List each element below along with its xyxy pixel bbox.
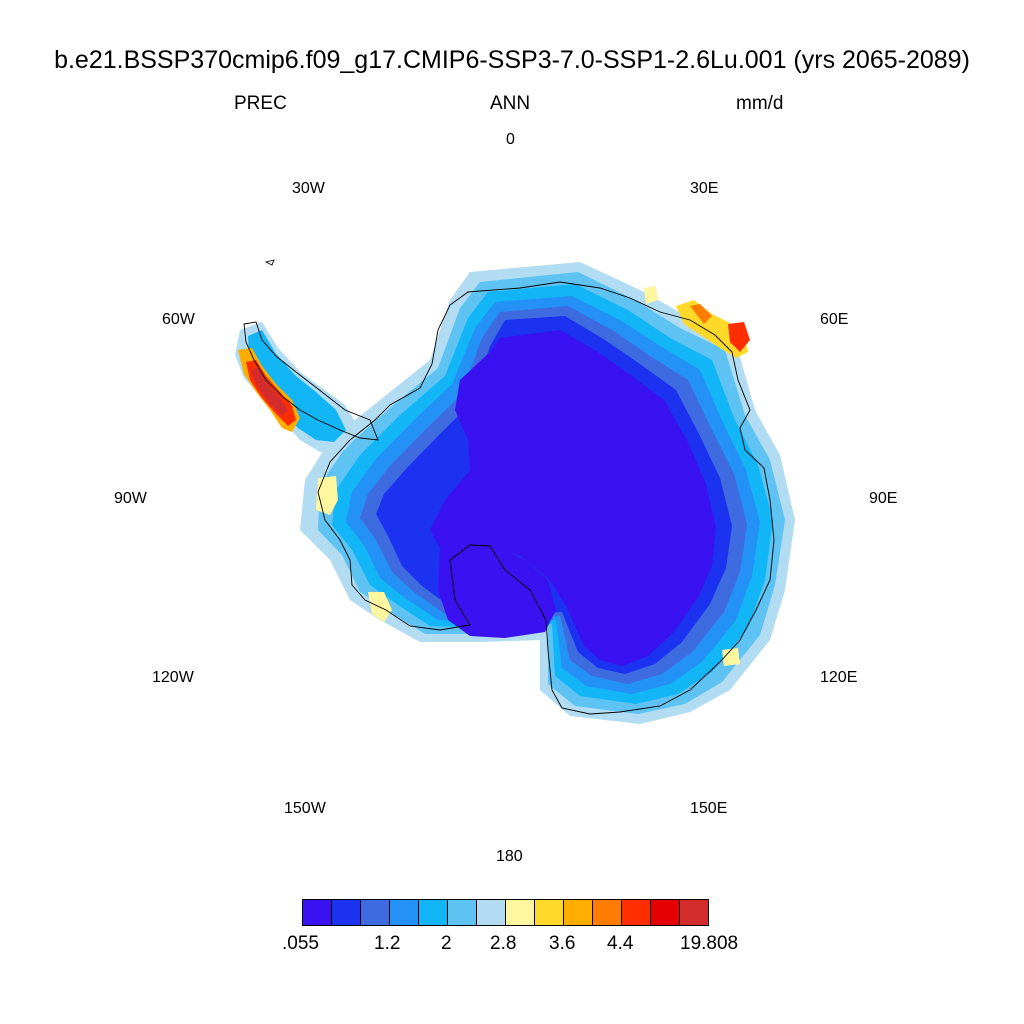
colorbar-swatch-12 <box>621 899 651 926</box>
colorbar-swatch-6 <box>447 899 477 926</box>
dronning-maud-red-shape <box>728 322 750 352</box>
colorbar-swatch-7 <box>476 899 506 926</box>
lon-label-180: 180 <box>496 848 523 865</box>
coastline <box>243 259 775 715</box>
plot-title: b.e21.BSSP370cmip6.f09_g17.CMIP6-SSP3-7.… <box>54 46 970 74</box>
dronning-maud-orange-shape <box>690 304 712 324</box>
interior-deep-shape <box>430 330 716 666</box>
colorbar-label-3: 2 <box>441 933 452 954</box>
warm-coastal-patches <box>235 286 750 666</box>
outer-coastal-ring <box>300 262 795 724</box>
lon-label-90w: 90W <box>114 490 147 507</box>
colorbar-swatch-10 <box>563 899 593 926</box>
lon-label-30w: 30W <box>292 180 325 197</box>
colorbar-label-5: 3.6 <box>549 933 576 954</box>
season-label: ANN <box>490 93 531 114</box>
colorbar-swatch-13 <box>650 899 680 926</box>
colorbar-swatch-11 <box>592 899 622 926</box>
lon-label-120e: 120E <box>820 669 858 686</box>
colorbar-swatch-5 <box>418 899 448 926</box>
colorbar-label-2: 1.2 <box>374 933 401 954</box>
variable-label: PREC <box>234 93 287 114</box>
peninsula-crimson-shape <box>250 368 288 416</box>
lon-label-90e: 90E <box>869 490 898 507</box>
colorbar-swatch-9 <box>534 899 564 926</box>
colorbar-swatch-2 <box>331 899 361 926</box>
units-label: mm/d <box>736 93 784 114</box>
lon-label-30e: 30E <box>690 180 719 197</box>
south-georgia-path <box>264 259 275 266</box>
lon-label-60w: 60W <box>162 311 195 328</box>
east-yellow-patch-shape <box>722 648 740 666</box>
lon-label-60e: 60E <box>820 311 849 328</box>
lon-label-150w: 150W <box>284 800 326 817</box>
peninsula-coast-path <box>243 321 379 441</box>
colorbar-label-6: 4.4 <box>607 933 634 954</box>
coastline-main-path <box>317 281 775 715</box>
colorbar-label-4: 2.8 <box>490 933 517 954</box>
colorbar-label-1: .055 <box>282 933 319 954</box>
colorbar-label-7: 19.808 <box>680 933 739 954</box>
colorbar-swatch-3 <box>360 899 390 926</box>
colorbar-swatch-8 <box>505 899 535 926</box>
colorbar-swatch-14 <box>679 899 709 926</box>
ross-ice-shelf-shape <box>438 542 556 638</box>
colorbar-swatch-1 <box>302 899 332 926</box>
lon-label-120w: 120W <box>152 669 194 686</box>
dronning-maud-gold-shape <box>676 300 748 358</box>
peninsula-sky-shape <box>248 330 346 442</box>
lon-label-0: 0 <box>506 131 515 148</box>
colorbar-swatch-4 <box>389 899 419 926</box>
weddell-yellow-patch-shape <box>644 286 658 304</box>
lon-label-150e: 150E <box>690 800 728 817</box>
